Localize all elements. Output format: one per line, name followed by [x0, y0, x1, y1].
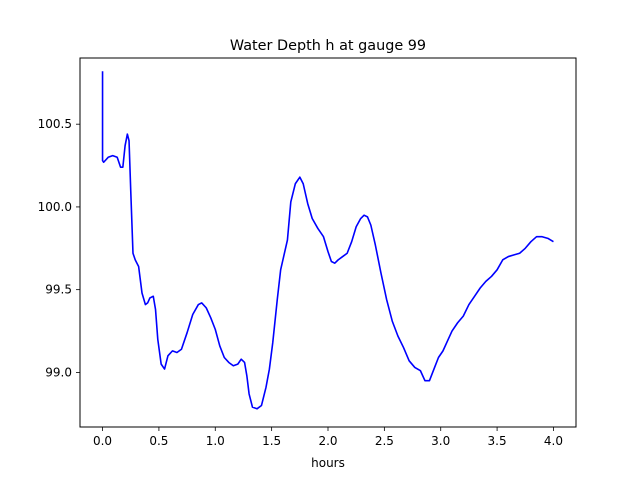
x-tick-label: 0.5: [149, 434, 168, 448]
series-layer: [101, 71, 554, 410]
x-axis-ticks: 0.0 0.5 1.0 1.5 2.0 2.5 3.0 3.5 4.0: [93, 427, 563, 448]
x-axis-label: hours: [311, 456, 345, 470]
x-tick-label: 3.0: [431, 434, 450, 448]
x-tick-label: 0.0: [93, 434, 112, 448]
x-tick-label: 1.0: [206, 434, 225, 448]
y-tick-label: 99.0: [45, 365, 72, 379]
x-tick-label: 3.5: [488, 434, 507, 448]
x-tick-label: 1.5: [262, 434, 281, 448]
plot-frame: [79, 57, 577, 428]
y-tick-label: 99.5: [45, 283, 72, 297]
x-tick-label: 4.0: [544, 434, 563, 448]
x-tick-label: 2.0: [318, 434, 337, 448]
y-tick-label: 100.5: [38, 117, 72, 131]
x-tick-label: 2.5: [375, 434, 394, 448]
y-axis-ticks: 99.0 99.5 100.0 100.5: [38, 117, 80, 379]
series-line: [101, 71, 554, 410]
y-tick-label: 100.0: [38, 200, 72, 214]
chart-title: Water Depth h at gauge 99: [230, 38, 426, 54]
